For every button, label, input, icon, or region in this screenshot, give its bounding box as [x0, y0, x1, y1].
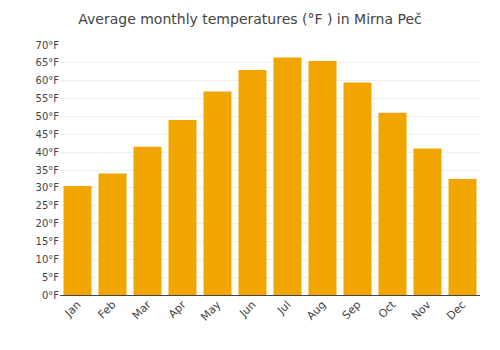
svg-text:Nov: Nov — [409, 298, 434, 323]
svg-text:Jan: Jan — [62, 298, 84, 320]
svg-text:70°F: 70°F — [36, 40, 60, 51]
svg-text:Oct: Oct — [376, 298, 399, 321]
svg-text:45°F: 45°F — [36, 129, 60, 140]
svg-text:35°F: 35°F — [36, 165, 60, 176]
svg-text:65°F: 65°F — [36, 57, 60, 68]
svg-text:60°F: 60°F — [36, 75, 60, 86]
svg-text:5°F: 5°F — [42, 272, 59, 283]
svg-text:Feb: Feb — [96, 298, 119, 321]
svg-text:Sep: Sep — [340, 298, 364, 322]
svg-text:May: May — [198, 298, 224, 324]
svg-text:20°F: 20°F — [36, 218, 60, 229]
svg-text:10°F: 10°F — [36, 254, 60, 265]
svg-text:55°F: 55°F — [36, 93, 60, 104]
svg-text:Jun: Jun — [236, 298, 258, 320]
svg-text:30°F: 30°F — [36, 182, 60, 193]
svg-text:25°F: 25°F — [36, 200, 60, 211]
svg-text:Average monthly temperatures (: Average monthly temperatures (°F ) in Mi… — [78, 11, 421, 27]
svg-text:Mar: Mar — [130, 298, 154, 322]
svg-text:Aug: Aug — [304, 298, 328, 322]
svg-text:50°F: 50°F — [36, 111, 60, 122]
svg-text:15°F: 15°F — [36, 236, 60, 247]
svg-text:40°F: 40°F — [36, 147, 60, 158]
svg-text:Dec: Dec — [444, 298, 468, 322]
svg-text:0°F: 0°F — [42, 290, 59, 301]
svg-text:Apr: Apr — [166, 298, 189, 321]
svg-text:Jul: Jul — [274, 298, 293, 317]
